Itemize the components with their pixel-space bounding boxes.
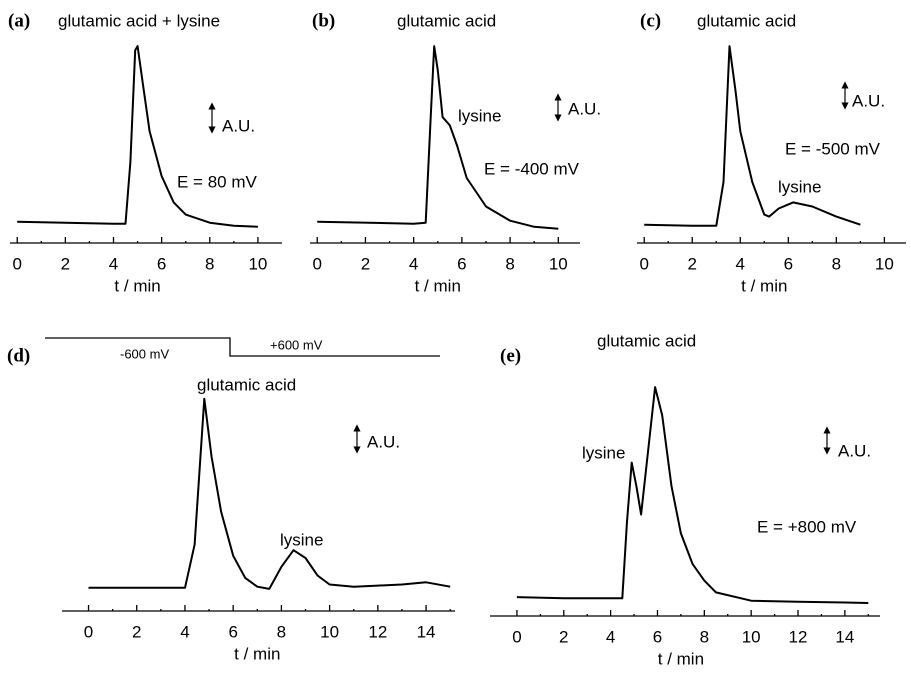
annotation: A.U. (838, 441, 871, 460)
x-tick-label: 10 (742, 627, 761, 646)
x-tick-label: 8 (277, 622, 286, 641)
x-tick-label: 4 (180, 622, 189, 641)
x-tick-label: 14 (835, 627, 854, 646)
x-tick-label: 2 (688, 254, 697, 273)
x-tick-label: 2 (132, 622, 141, 641)
annotation: glutamic acid (597, 331, 696, 350)
panel-label: (d) (7, 345, 30, 366)
x-tick-label: 6 (653, 627, 662, 646)
x-tick-label: 4 (606, 627, 615, 646)
annotation: A.U. (852, 91, 885, 110)
x-tick-label: 0 (639, 254, 648, 273)
curve (317, 45, 559, 230)
curve (88, 397, 451, 590)
annotation: +600 mV (270, 337, 323, 352)
annotation: lysine (280, 530, 323, 549)
annotation: glutamic acid (397, 11, 496, 30)
x-tick-label: 12 (789, 627, 808, 646)
panel-label: (a) (8, 10, 30, 31)
annotation: lysine (582, 443, 625, 462)
curve (17, 45, 258, 228)
x-tick-label: 12 (368, 622, 387, 641)
annotation: A.U. (568, 99, 601, 118)
x-tick-label: 10 (549, 254, 568, 273)
annotation: lysine (778, 177, 821, 196)
x-axis-label: t / min (741, 276, 787, 295)
x-tick-label: 0 (312, 254, 321, 273)
x-tick-label: 10 (320, 622, 339, 641)
annotation: glutamic acid (697, 11, 796, 30)
curve (516, 386, 869, 604)
curve (644, 45, 861, 227)
x-axis-label: t / min (415, 276, 461, 295)
annotation: A.U. (367, 432, 400, 451)
x-tick-label: 4 (736, 254, 745, 273)
x-tick-label: 2 (559, 627, 568, 646)
x-tick-label: 10 (875, 254, 894, 273)
annotation: -600 mV (120, 346, 169, 361)
x-tick-label: 0 (84, 622, 93, 641)
x-tick-label: 2 (61, 254, 70, 273)
annotation: lysine (458, 106, 501, 125)
x-tick-label: 8 (205, 254, 214, 273)
x-tick-label: 6 (784, 254, 793, 273)
x-tick-label: 6 (157, 254, 166, 273)
x-tick-label: 0 (512, 627, 521, 646)
x-axis-label: t / min (658, 649, 704, 668)
x-axis-label: t / min (234, 644, 280, 663)
x-tick-label: 6 (228, 622, 237, 641)
annotation: E = -400 mV (484, 159, 580, 178)
panel-label: (c) (640, 10, 661, 31)
annotation: A.U. (222, 116, 255, 135)
potential-step (45, 337, 440, 357)
panel-label: (b) (312, 10, 335, 31)
annotation: glutamic acid (197, 375, 296, 394)
x-tick-label: 6 (457, 254, 466, 273)
x-tick-label: 8 (832, 254, 841, 273)
x-tick-label: 2 (361, 254, 370, 273)
x-tick-label: 14 (417, 622, 436, 641)
x-tick-label: 8 (700, 627, 709, 646)
annotation: E = 80 mV (177, 172, 258, 191)
x-tick-label: 4 (109, 254, 118, 273)
annotation: E = -500 mV (785, 139, 881, 158)
x-tick-label: 4 (409, 254, 418, 273)
x-tick-label: 8 (505, 254, 514, 273)
annotation: glutamic acid + lysine (58, 11, 220, 30)
panel-label: (e) (500, 345, 521, 366)
x-axis-label: t / min (114, 276, 160, 295)
annotation: E = +800 mV (757, 517, 857, 536)
x-tick-label: 10 (248, 254, 267, 273)
x-tick-label: 0 (12, 254, 21, 273)
